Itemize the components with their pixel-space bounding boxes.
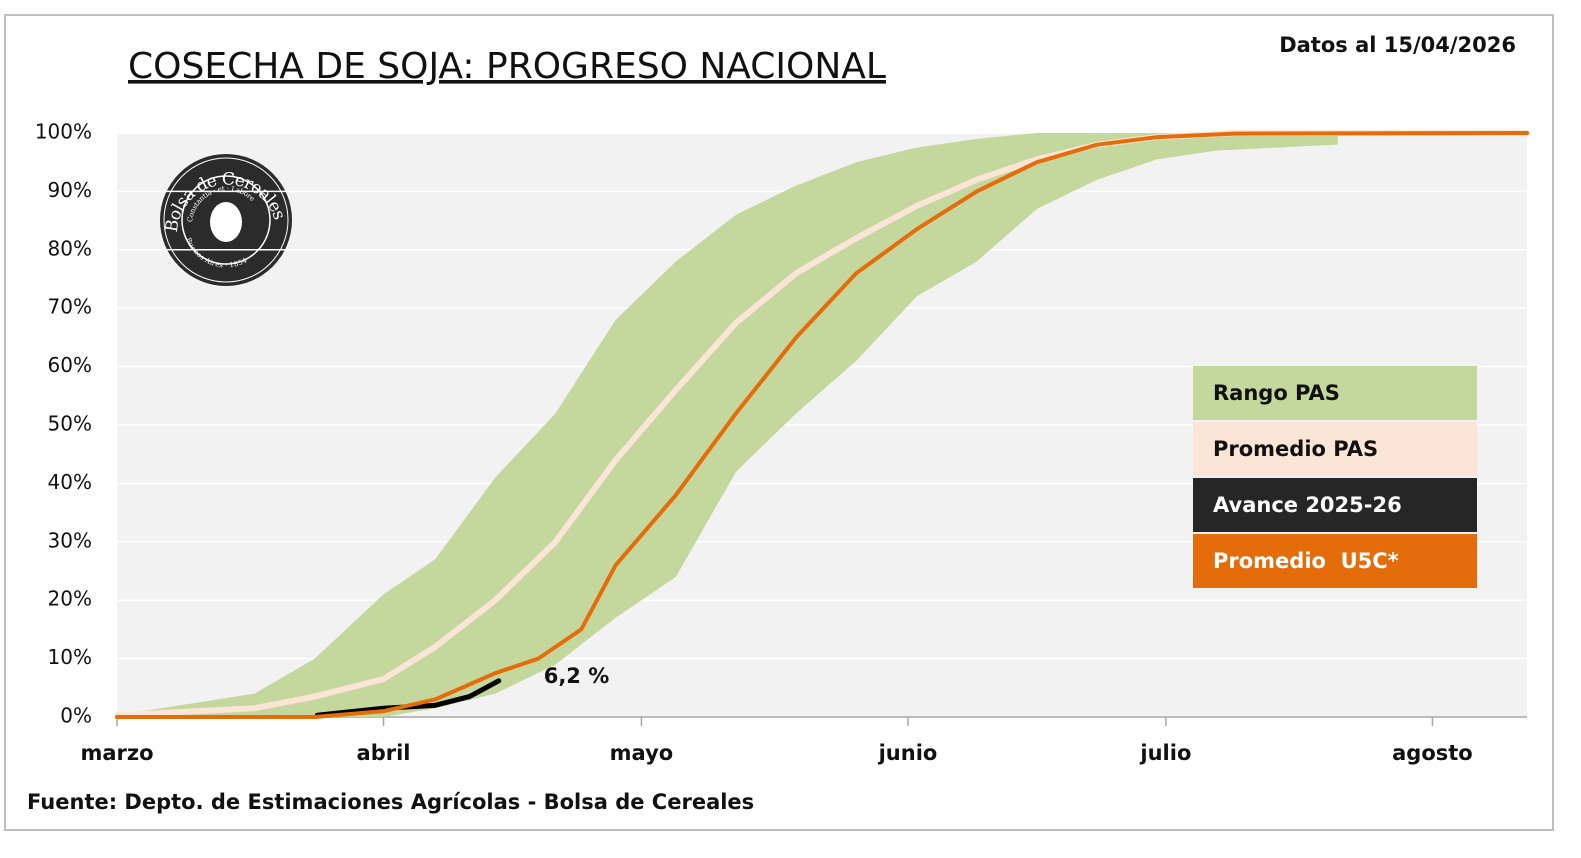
series-line: [115, 131, 1529, 719]
y-tick-label: 100%: [35, 120, 92, 144]
x-tick-label: marzo: [80, 741, 153, 765]
y-tick-label: 50%: [48, 412, 92, 436]
logo: Bolsa de Cereales Constantia · et · Labo…: [160, 154, 292, 286]
legend-swatch: [1193, 534, 1477, 588]
legend-label: Promedio PAS: [1213, 437, 1378, 461]
y-tick-label: 80%: [48, 236, 92, 260]
y-tick-label: 10%: [48, 645, 92, 669]
x-tick-label: abril: [357, 741, 411, 765]
subtitle: Datos al 15/04/2026: [1279, 33, 1516, 57]
legend-swatch: [1193, 366, 1477, 420]
logo-ring: [181, 175, 271, 265]
x-tick-label: julio: [1139, 741, 1191, 765]
value-label: 6,2 %: [544, 664, 610, 688]
series-line: [314, 678, 502, 718]
legend-swatch: [1193, 422, 1477, 476]
y-tick-label: 60%: [48, 353, 92, 377]
legend-swatch: [1193, 478, 1477, 532]
source: Fuente: Depto. de Estimaciones Agrícolas…: [27, 790, 754, 814]
y-tick-label: 20%: [48, 587, 92, 611]
y-tick-label: 0%: [60, 704, 92, 728]
logo-ring: [163, 157, 289, 283]
y-tick-label: 40%: [48, 470, 92, 494]
legend-label: Avance 2025-26: [1213, 493, 1402, 517]
legend-label: Promedio U5C*: [1213, 549, 1399, 573]
x-tick-label: mayo: [610, 741, 674, 765]
logo-figure: [210, 202, 242, 242]
chart-title: COSECHA DE SOJA: PROGRESO NACIONAL: [128, 46, 886, 87]
y-tick-label: 90%: [48, 178, 92, 202]
x-tick-label: agosto: [1392, 741, 1473, 765]
legend-label: Rango PAS: [1213, 381, 1340, 405]
y-tick-label: 30%: [48, 528, 92, 552]
y-tick-label: 70%: [48, 295, 92, 319]
x-tick-label: junio: [878, 741, 938, 765]
